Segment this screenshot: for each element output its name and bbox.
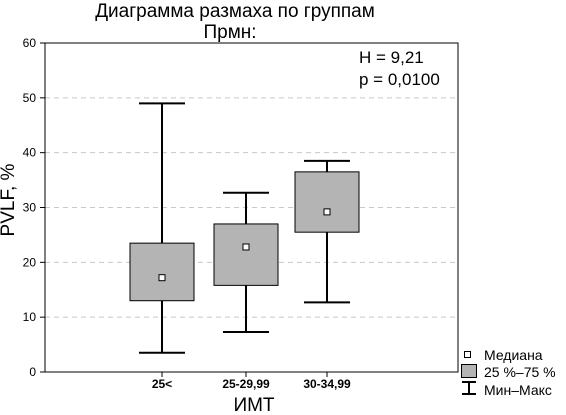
x-tick-label: 25-29,99 xyxy=(222,377,270,391)
legend-box-label: 25 %–75 % xyxy=(484,364,556,380)
p-value: p = 0,0100 xyxy=(359,70,440,89)
x-axis-label: ИМТ xyxy=(233,395,274,415)
chart-subtitle: Прмн: xyxy=(203,22,256,43)
median-marker xyxy=(242,243,250,251)
box-iqr xyxy=(294,171,360,233)
y-tick-label: 0 xyxy=(29,365,36,379)
legend: Медиана 25 %–75 % Мин–Макс xyxy=(461,347,556,398)
y-tick-label: 30 xyxy=(23,201,37,215)
y-tick-label: 60 xyxy=(23,36,37,50)
y-tick-label: 50 xyxy=(23,91,37,105)
legend-whisker-label: Мин–Макс xyxy=(484,382,552,398)
y-axis-ticks: 0 10 20 30 40 50 60 xyxy=(23,36,45,379)
y-tick-label: 20 xyxy=(23,255,37,269)
box-plots xyxy=(129,102,360,354)
h-statistic: H = 9,21 xyxy=(359,48,424,67)
median-marker xyxy=(158,274,166,282)
median-marker xyxy=(323,208,331,216)
box-iqr xyxy=(129,242,195,302)
y-axis-label: PVLF, % xyxy=(0,163,19,236)
grid xyxy=(45,97,458,318)
y-tick-label: 10 xyxy=(23,310,37,324)
x-tick-label: 25< xyxy=(152,377,172,391)
box-iqr xyxy=(213,223,279,286)
y-tick-label: 40 xyxy=(23,146,37,160)
x-axis-ticks: 25< 25-29,99 30-34,99 xyxy=(152,372,351,391)
chart-title: Диаграмма размаха по группам xyxy=(95,1,375,22)
legend-box-swatch xyxy=(461,364,477,378)
x-tick-label: 30-34,99 xyxy=(303,377,351,391)
legend-median-label: Медиана xyxy=(484,347,543,363)
legend-median-swatch xyxy=(464,351,471,358)
